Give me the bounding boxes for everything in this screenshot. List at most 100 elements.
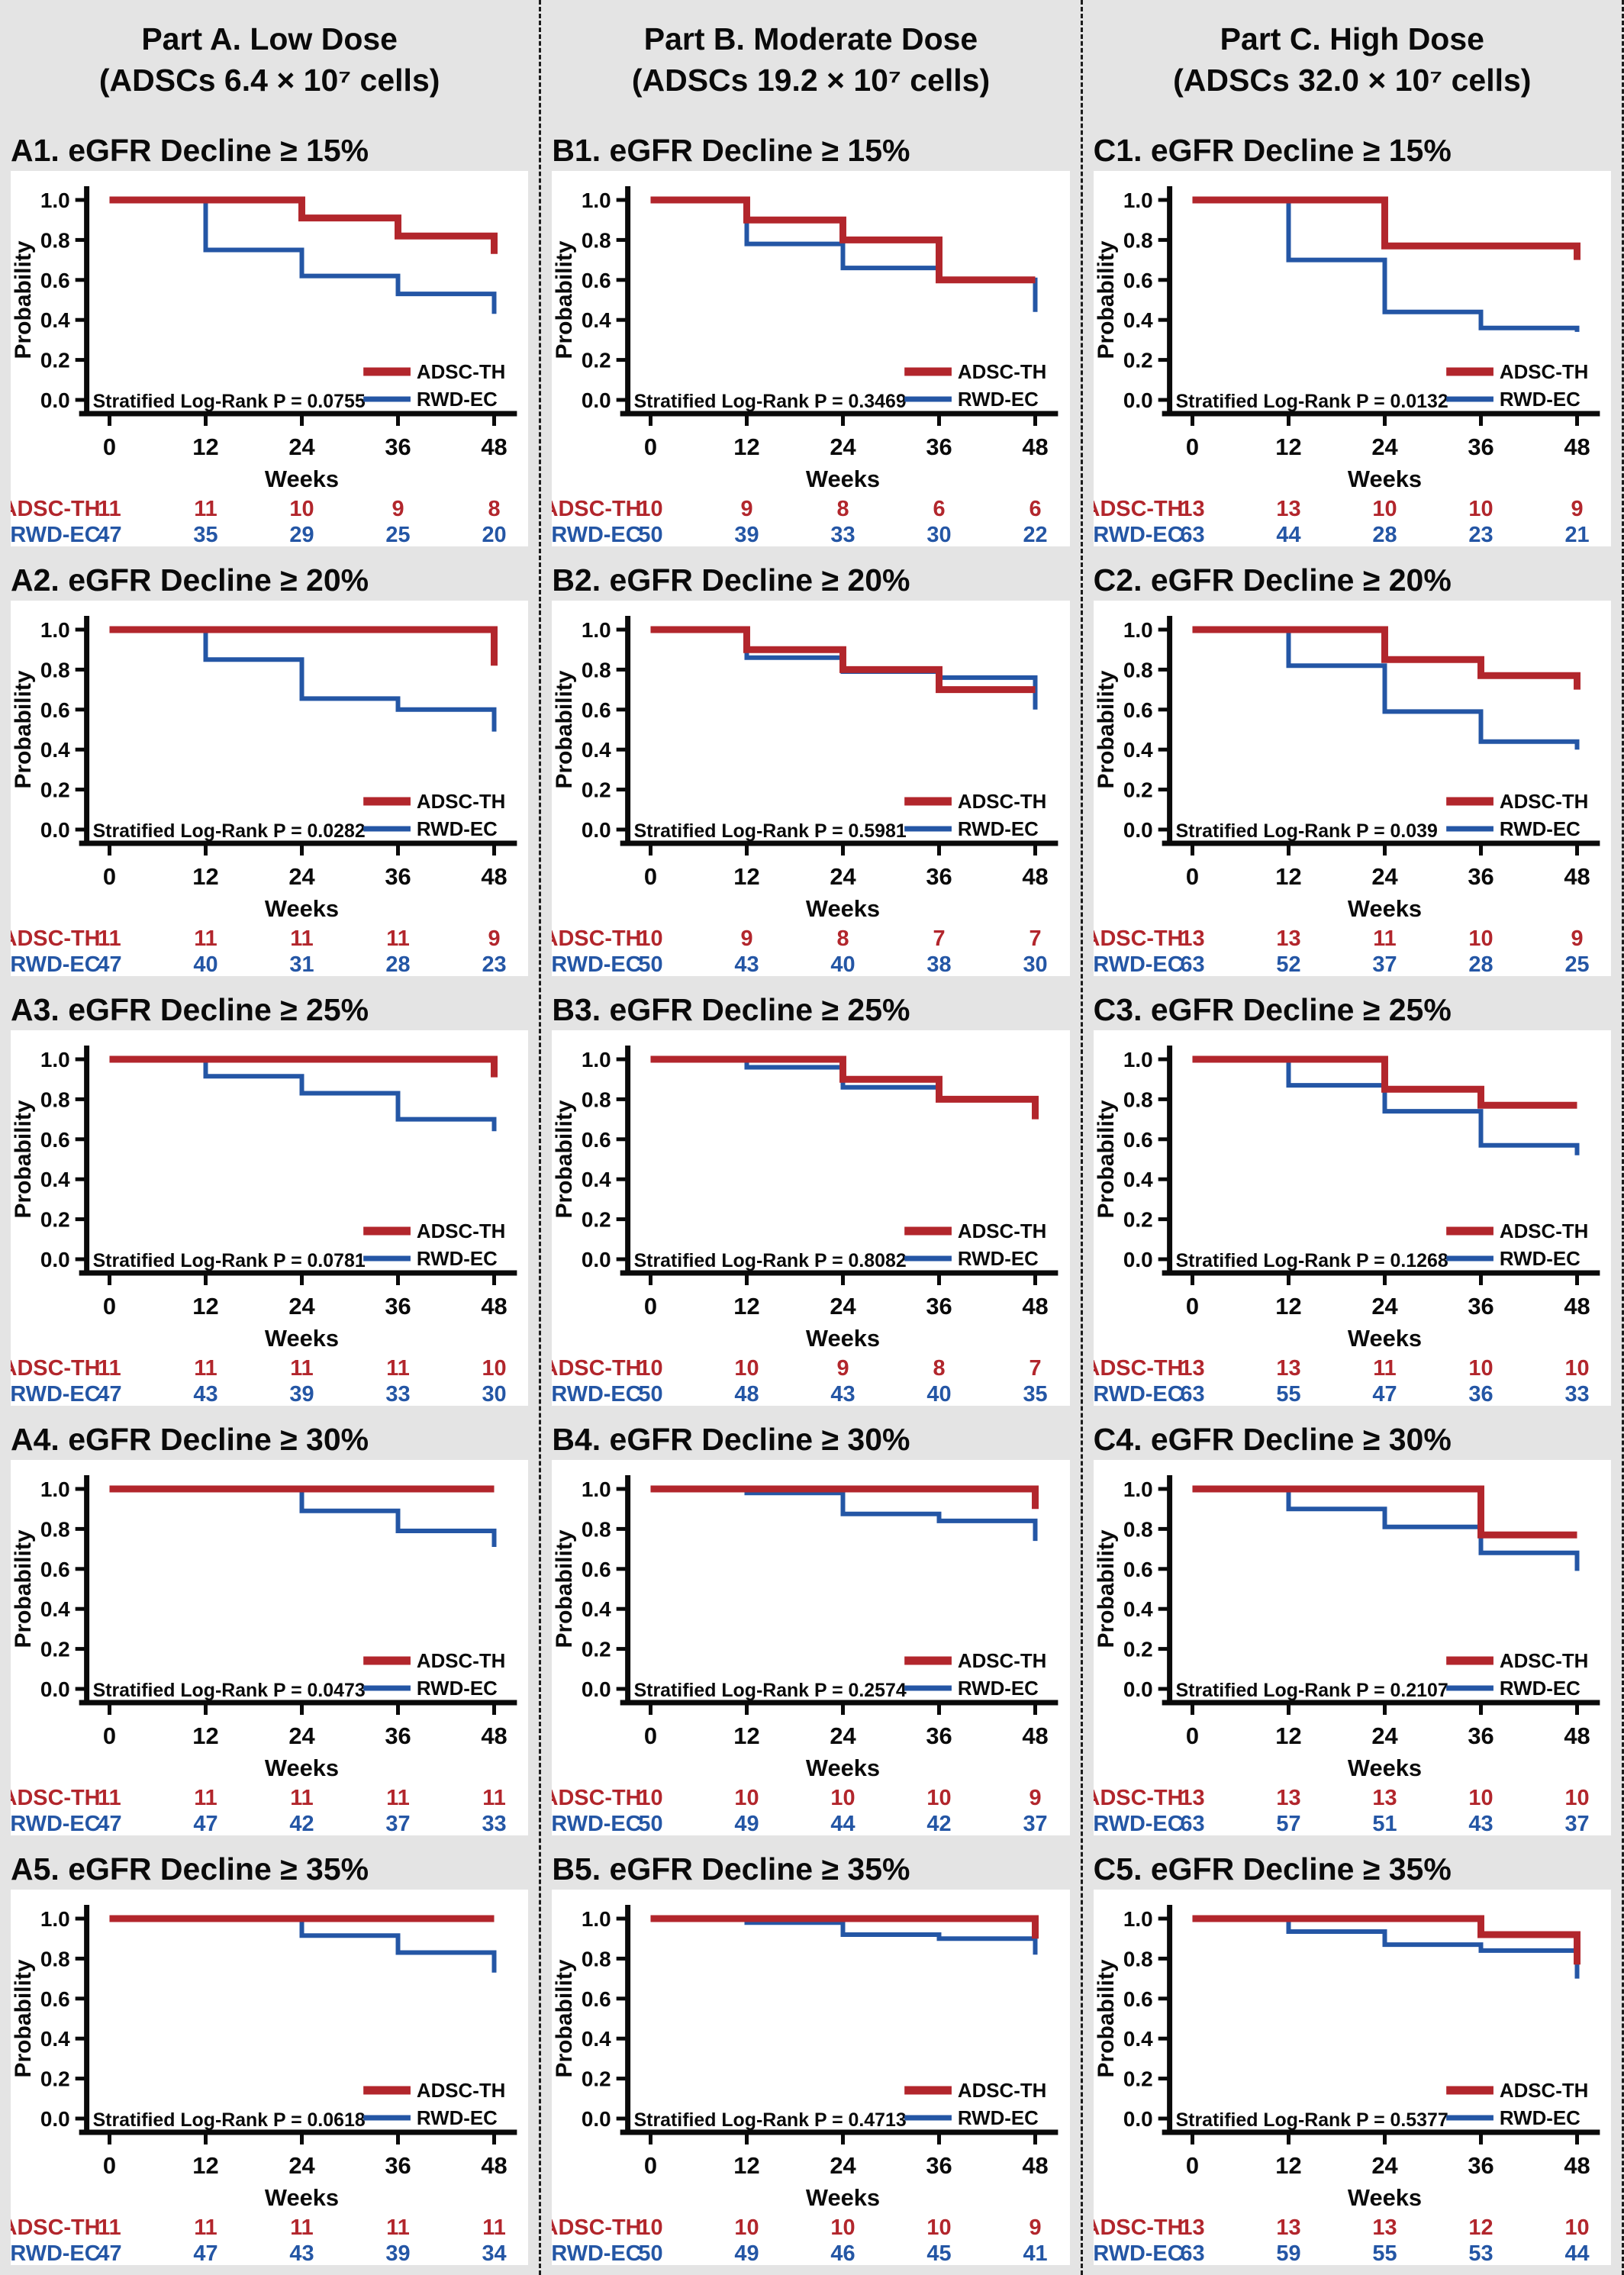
risk-count: 11 bbox=[290, 1786, 314, 1810]
x-tick-label: 48 bbox=[1023, 2152, 1049, 2179]
risk-count: 30 bbox=[927, 523, 952, 546]
risk-count: 44 bbox=[831, 1812, 856, 1835]
curve-adsc-th bbox=[1192, 626, 1580, 690]
y-tick-label: 1.0 bbox=[582, 1477, 611, 1501]
y-tick-label: 0.0 bbox=[40, 1677, 70, 1701]
risk-count: 63 bbox=[1180, 1812, 1204, 1835]
x-tick-label: 36 bbox=[385, 863, 411, 890]
y-tick-label: 0.6 bbox=[40, 269, 70, 292]
y-tick-label: 0.6 bbox=[582, 1128, 611, 1152]
risk-count: 8 bbox=[837, 926, 849, 951]
x-tick-label: 0 bbox=[103, 863, 116, 890]
km-panel-A2: A2. eGFR Decline ≥ 20% 1.0 0.8 0.6 0.4 0.2 0.0… bbox=[0, 556, 539, 986]
risk-count: 11 bbox=[482, 1786, 506, 1810]
x-tick-label: 12 bbox=[734, 2152, 760, 2179]
risk-count: 50 bbox=[639, 2241, 663, 2265]
curve-rwd-ec bbox=[109, 1487, 497, 1547]
km-panel-svg: 1.0 0.8 0.6 0.4 0.2 0.0 Probability 0 12 24 36 48 We… bbox=[1094, 616, 1600, 976]
legend-label-rwd-ec: RWD-EC bbox=[1500, 1678, 1580, 1700]
risk-count: 47 bbox=[97, 1382, 121, 1406]
y-axis-title: Probability bbox=[552, 1959, 577, 2077]
column-header-part-c: Part C. High Dose (ADSCs 32.0 × 10⁷ cell… bbox=[1083, 0, 1622, 127]
x-tick-label: 0 bbox=[103, 2152, 116, 2179]
column-header-title: Part A. Low Dose bbox=[141, 21, 398, 56]
p-value-label: Stratified Log-Rank P = 0.1268 bbox=[1175, 1250, 1448, 1271]
panel-plot-box: 1.0 0.8 0.6 0.4 0.2 0.0 Probability 0 12 24 36 48 We… bbox=[11, 171, 529, 546]
x-tick-label: 0 bbox=[103, 433, 116, 460]
risk-count: 11 bbox=[290, 1356, 314, 1381]
risk-row-label: ADSC-TH bbox=[11, 1786, 101, 1810]
column-part-b: Part B. Moderate Dose (ADSCs 19.2 × 10⁷ … bbox=[541, 0, 1083, 2275]
risk-row-label: RWD-EC bbox=[1094, 952, 1184, 976]
panels-column-b: B1. eGFR Decline ≥ 15% 1.0 0.8 0.6 0.4 0.2 0.0… bbox=[541, 127, 1080, 2275]
risk-count: 52 bbox=[1276, 952, 1300, 976]
risk-row-label: RWD-EC bbox=[552, 523, 642, 546]
x-tick-label: 36 bbox=[385, 1722, 411, 1749]
risk-row-label: RWD-EC bbox=[11, 2241, 101, 2265]
y-tick-label: 0.4 bbox=[582, 1168, 611, 1191]
risk-count: 9 bbox=[741, 926, 753, 951]
x-tick-label: 12 bbox=[192, 2152, 218, 2179]
km-panel-C2: C2. eGFR Decline ≥ 20% 1.0 0.8 0.6 0.4 0.2 0.0… bbox=[1083, 556, 1622, 986]
risk-count: 7 bbox=[1030, 926, 1042, 951]
risk-row-label: ADSC-TH bbox=[552, 1356, 642, 1381]
y-tick-label: 0.6 bbox=[582, 269, 611, 292]
y-tick-label: 0.8 bbox=[1123, 228, 1153, 252]
risk-count: 12 bbox=[1468, 2215, 1493, 2240]
y-tick-label: 0.4 bbox=[40, 1597, 70, 1621]
panel-plot-box: 1.0 0.8 0.6 0.4 0.2 0.0 Probability 0 12 24 36 48 We… bbox=[1093, 1890, 1611, 2265]
y-axis: 1.0 0.8 0.6 0.4 0.2 0.0 bbox=[40, 186, 90, 414]
y-tick-label: 0.0 bbox=[1123, 818, 1153, 842]
risk-count: 40 bbox=[193, 952, 218, 976]
risk-row-label: ADSC-TH bbox=[552, 2215, 642, 2240]
y-tick-label: 0.8 bbox=[582, 1088, 611, 1111]
x-axis-title: Weeks bbox=[1348, 1755, 1422, 1781]
curve-rwd-ec bbox=[109, 1916, 497, 1973]
legend-label-rwd-ec: RWD-EC bbox=[958, 2108, 1039, 2129]
y-axis-title: Probability bbox=[1094, 1959, 1119, 2077]
panel-plot-box: 1.0 0.8 0.6 0.4 0.2 0.0 Probability 0 12 24 36 48 We… bbox=[552, 601, 1070, 976]
y-tick-label: 0.8 bbox=[40, 658, 70, 682]
curve-adsc-th bbox=[650, 1055, 1039, 1120]
panel-title: A3. eGFR Decline ≥ 25% bbox=[11, 992, 369, 1027]
risk-count: 9 bbox=[1571, 497, 1583, 521]
km-panel-C5: C5. eGFR Decline ≥ 35% 1.0 0.8 0.6 0.4 0.2 0.0… bbox=[1083, 1845, 1622, 2275]
y-tick-label: 0.0 bbox=[1123, 1677, 1153, 1701]
legend: ADSC-TH RWD-EC bbox=[363, 1651, 505, 1700]
x-tick-label: 12 bbox=[1275, 1293, 1301, 1320]
y-axis: 1.0 0.8 0.6 0.4 0.2 0.0 bbox=[582, 1046, 631, 1273]
x-tick-label: 12 bbox=[192, 1293, 218, 1320]
risk-count: 13 bbox=[1276, 926, 1300, 951]
y-tick-label: 0.4 bbox=[582, 738, 611, 762]
y-tick-label: 0.2 bbox=[1123, 349, 1153, 372]
column-header-part-a: Part A. Low Dose (ADSCs 6.4 × 10⁷ cells) bbox=[0, 0, 539, 127]
legend-label-rwd-ec: RWD-EC bbox=[1500, 819, 1580, 840]
y-axis: 1.0 0.8 0.6 0.4 0.2 0.0 bbox=[582, 186, 631, 414]
risk-count: 49 bbox=[735, 1812, 759, 1835]
curve-adsc-th bbox=[650, 196, 1036, 284]
y-tick-label: 0.8 bbox=[582, 228, 611, 252]
panel-plot-box: 1.0 0.8 0.6 0.4 0.2 0.0 Probability 0 12 24 36 48 We… bbox=[11, 1890, 529, 2265]
km-panel-B5: B5. eGFR Decline ≥ 35% 1.0 0.8 0.6 0.4 0.2 0.0… bbox=[541, 1845, 1080, 2275]
risk-count: 10 bbox=[927, 1786, 952, 1810]
x-tick-label: 48 bbox=[1023, 1293, 1049, 1320]
x-axis-title: Weeks bbox=[806, 466, 880, 492]
curve-adsc-th bbox=[650, 1485, 1039, 1510]
x-axis: 0 12 24 36 48 bbox=[1162, 840, 1600, 890]
risk-row-label: RWD-EC bbox=[552, 1382, 642, 1406]
legend-label-rwd-ec: RWD-EC bbox=[1500, 389, 1580, 411]
x-axis-title: Weeks bbox=[265, 895, 339, 922]
panel-title: C3. eGFR Decline ≥ 25% bbox=[1093, 992, 1452, 1027]
risk-count: 10 bbox=[482, 1356, 506, 1381]
x-tick-label: 0 bbox=[1186, 863, 1199, 890]
legend-label-adsc-th: ADSC-TH bbox=[417, 791, 505, 813]
y-tick-label: 0.4 bbox=[1123, 308, 1153, 332]
risk-count: 13 bbox=[1372, 1786, 1397, 1810]
legend: ADSC-TH RWD-EC bbox=[1445, 1221, 1588, 1270]
risk-row-label: RWD-EC bbox=[552, 952, 642, 976]
risk-count: 30 bbox=[1023, 952, 1048, 976]
curve-rwd-ec bbox=[109, 198, 497, 314]
